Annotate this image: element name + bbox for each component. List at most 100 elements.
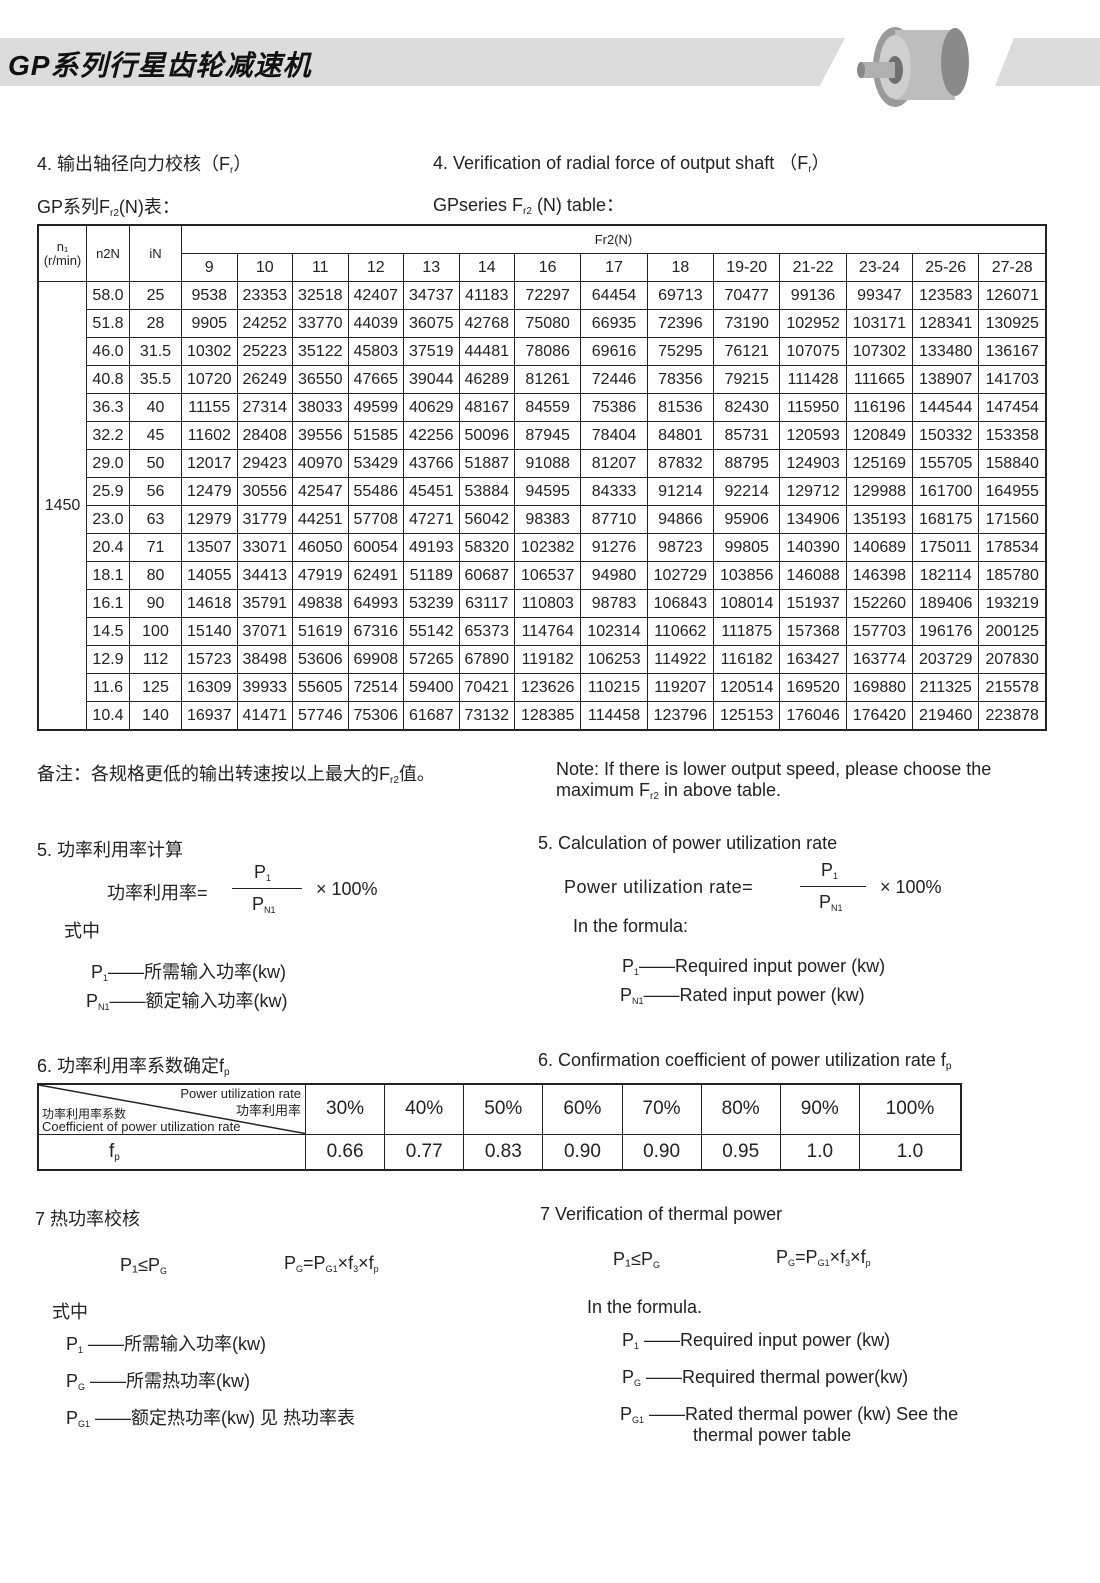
fr2-cell: 94980: [580, 561, 648, 590]
fr2-cell: 81207: [580, 449, 648, 478]
fr2-cell: 140390: [779, 533, 847, 562]
fr2-cell: 95906: [713, 505, 781, 534]
size-header: 17: [580, 253, 648, 282]
n1-cell: 1450: [37, 281, 87, 731]
fr2-cell: 163427: [779, 645, 847, 674]
fr2-cell: 94595: [513, 477, 582, 506]
fr2-cell: 49599: [347, 393, 404, 422]
en-fraction: P1 PN1: [800, 860, 866, 920]
fr2-cell: 12979: [181, 505, 238, 534]
fr2-cell: 69616: [580, 337, 648, 366]
en-multiplier: × 100%: [880, 877, 942, 897]
fr2-cell: 176420: [845, 701, 914, 731]
fr2-cell: 129712: [779, 477, 847, 506]
fr2-cell: 24252: [236, 309, 293, 338]
fr2-cell: 207830: [978, 645, 1047, 674]
fr2-cell: 40629: [403, 393, 460, 422]
fr2-cell: 92214: [713, 477, 781, 506]
fr2-cell: 15723: [181, 645, 238, 674]
size-header: 19-20: [713, 253, 781, 282]
table-row: 12.9 112 15723 38498 53606 69908 57265 67890 119…: [38, 645, 1047, 674]
fr2-cell: 120514: [713, 673, 781, 702]
table-row: 40.8 35.5 10720 26249 36550 47665 39044 46289 81…: [38, 365, 1047, 394]
rate-header: 40%: [384, 1083, 465, 1135]
fr2-cell: 51189: [403, 561, 460, 590]
fr2-cell: 47919: [292, 561, 349, 590]
size-header: 21-22: [779, 253, 847, 282]
fr2-cell: 78404: [580, 421, 648, 450]
en-def-p1: P1——Required input power (kw): [622, 956, 886, 977]
planetary-gearbox-image: [857, 27, 969, 107]
fr2-cell: 44481: [458, 337, 515, 366]
fr2-cell: 72396: [646, 309, 715, 338]
fr2-table: n₁ (r/min) n2N iN Fr2(N) 9 10 11 12 13 14 16 17 18 19…: [37, 224, 1047, 731]
fr2-cell: 78356: [646, 365, 715, 394]
fr2-cell: 111428: [779, 365, 847, 394]
fr2-cell: 31779: [236, 505, 293, 534]
fr2-cell: 69908: [347, 645, 404, 674]
fr2-cell: 151937: [779, 589, 847, 618]
fr2-cell: 11155: [181, 393, 238, 422]
fr2-cell: 43766: [403, 449, 460, 478]
fr2-cell: 106537: [513, 561, 582, 590]
cn-thermal-formula: PG=PG1×f3×fp: [284, 1253, 379, 1274]
page-title: GP系列行星齿轮减速机: [8, 50, 312, 81]
cn-def-pn1: PN1——额定输入功率(kw): [86, 991, 288, 1012]
fr2-cell: 189406: [912, 589, 980, 618]
fr2-cell: 78086: [513, 337, 582, 366]
corner-header: Power utilization rate 功率利用率 功率利用率系数 Coe…: [37, 1083, 306, 1135]
table-row: 36.3 40 11155 27314 38033 49599 40629 48167 8455…: [38, 393, 1047, 422]
fr2-cell: 124903: [779, 449, 847, 478]
in-cell: 90: [129, 589, 182, 618]
size-header-row: 9 10 11 12 13 14 16 17 18 19-20 21-22 23-24 25-26 27-…: [38, 253, 1047, 282]
fr2-cell: 200125: [978, 617, 1047, 646]
n2n-cell: 46.0: [86, 337, 130, 366]
fr2-cell: 123796: [646, 701, 715, 731]
in-cell: 50: [129, 449, 182, 478]
fr2-cell: 107302: [845, 337, 914, 366]
fr2-cell: 84559: [513, 393, 582, 422]
fr2-cell: 34737: [403, 281, 460, 310]
fr2-cell: 102952: [779, 309, 847, 338]
fr2-cell: 48167: [458, 393, 515, 422]
fr2-cell: 182114: [912, 561, 980, 590]
fr2-cell: 55142: [403, 617, 460, 646]
fr2-cell: 147454: [978, 393, 1047, 422]
fr2-cell: 46050: [292, 533, 349, 562]
in-cell: 140: [129, 701, 182, 731]
fr2-cell: 37071: [236, 617, 293, 646]
n2n-cell: 36.3: [86, 393, 130, 422]
cn-condition: P₁≤PG: [120, 1255, 167, 1276]
fr2-cell: 219460: [912, 701, 980, 731]
fp-table: Power utilization rate 功率利用率 功率利用率系数 Coe…: [37, 1083, 962, 1171]
rate-header: 30%: [304, 1083, 386, 1135]
in-cell: 45: [129, 421, 182, 450]
n2n-cell: 32.2: [86, 421, 130, 450]
fr2-cell: 57708: [347, 505, 404, 534]
fr2-cell: 62491: [347, 561, 404, 590]
fr2-cell: 58320: [458, 533, 515, 562]
fr2-cell: 72297: [513, 281, 582, 310]
fr2-cell: 102382: [513, 533, 582, 562]
fr2-cell: 81536: [646, 393, 715, 422]
fr2-cell: 116182: [713, 645, 781, 674]
fr2-cell: 42768: [458, 309, 515, 338]
size-header: 27-28: [978, 253, 1047, 282]
header-row: n₁ (r/min) n2N iN Fr2(N): [37, 224, 1047, 282]
n2n-cell: 58.0: [86, 281, 130, 310]
section6-en-title: 6. Confirmation coefficient of power uti…: [538, 1050, 952, 1072]
fr2-cell: 66935: [580, 309, 648, 338]
header-n2n: n2N: [86, 224, 130, 282]
size-header: 23-24: [845, 253, 914, 282]
fr2-cell: 141703: [978, 365, 1047, 394]
n2n-cell: 23.0: [86, 505, 130, 534]
size-header: 16: [513, 253, 582, 282]
header-in: iN: [129, 224, 182, 282]
fr2-cell: 110803: [513, 589, 582, 618]
table-row: 29.0 50 12017 29423 40970 53429 43766 51887 9108…: [38, 449, 1047, 478]
table-row: 25.9 56 12479 30556 42547 55486 45451 53884 9459…: [38, 477, 1047, 506]
fr2-cell: 41183: [458, 281, 515, 310]
in-cell: 63: [129, 505, 182, 534]
header-band-right: [995, 38, 1100, 86]
